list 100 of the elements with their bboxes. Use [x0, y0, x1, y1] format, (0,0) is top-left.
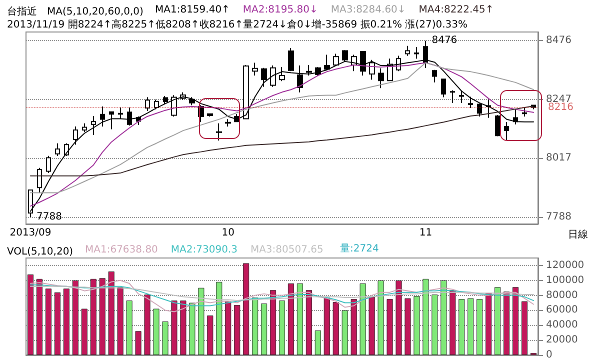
bar	[252, 298, 258, 355]
candlestick	[118, 107, 123, 120]
bar	[288, 283, 294, 355]
candlestick	[55, 142, 60, 156]
bar	[378, 280, 384, 355]
y-tick-label: 100000	[546, 274, 584, 286]
candlestick	[252, 62, 258, 76]
text: MA4:8222.45↑	[418, 4, 494, 16]
line-series	[30, 284, 534, 306]
candlestick	[279, 66, 285, 82]
text: 量:2724	[340, 244, 379, 254]
text: MA1:8159.40↑	[155, 4, 230, 16]
candlestick	[189, 96, 195, 106]
bar	[180, 300, 186, 355]
bar	[450, 290, 456, 355]
candlestick	[163, 96, 168, 104]
bar	[278, 300, 286, 355]
candlestick	[261, 67, 267, 88]
y-tick-label: 0	[546, 350, 552, 360]
candlestick	[432, 69, 437, 83]
bar	[404, 298, 411, 355]
bar	[350, 299, 357, 355]
bar	[458, 299, 465, 355]
y-tick-label: 7788	[546, 211, 572, 222]
candlestick	[459, 90, 464, 104]
candlestick	[405, 45, 410, 56]
candlestick	[145, 96, 150, 112]
candlestick	[486, 99, 491, 118]
legend-title: MA(5,10,20,60,0,0)	[47, 6, 144, 18]
bar	[432, 294, 438, 355]
candlestick	[513, 108, 518, 125]
y-tick-label: 20000	[546, 334, 578, 346]
bar	[90, 278, 96, 355]
candlestick	[441, 78, 446, 98]
annotation: 8476	[432, 35, 458, 46]
y-tick-label: 8017	[546, 152, 572, 164]
bar	[521, 301, 528, 355]
candlestick	[414, 46, 419, 60]
chart-title: VOL(5,10,20)	[7, 246, 74, 258]
annotation: 7788	[36, 211, 62, 222]
bar	[422, 278, 429, 355]
candlestick	[297, 65, 303, 93]
bar	[414, 296, 420, 355]
bar	[342, 310, 348, 355]
bar	[189, 302, 196, 355]
candlestick	[37, 167, 42, 194]
y-tick-label: 80000	[546, 290, 578, 301]
text: MA2:8195.80↓	[242, 4, 318, 16]
bar	[314, 330, 321, 355]
bar	[260, 304, 268, 355]
bar	[81, 308, 88, 355]
bar	[45, 288, 52, 355]
text: MA2:73090.3	[170, 244, 238, 256]
bar	[476, 299, 483, 355]
y-tick-label: 60000	[546, 304, 578, 316]
candlestick	[91, 115, 96, 136]
bar	[153, 308, 160, 355]
bar	[198, 288, 204, 355]
bar	[117, 287, 124, 355]
candlestick	[495, 114, 500, 137]
bar	[494, 287, 501, 355]
bar	[72, 280, 78, 355]
candlestick	[207, 112, 213, 117]
chart-subtitle: 2013/11/19 開8224↑高8225↑低8208↑收8216↑量2724↓倉0↓增-35869 振0.21% 漲(27)0.33%	[7, 18, 468, 30]
bar	[324, 298, 330, 355]
y-tick-label: 120000	[546, 260, 584, 271]
candlestick	[477, 103, 482, 117]
bar	[99, 278, 106, 355]
candlestick	[46, 155, 51, 174]
bar	[332, 302, 339, 355]
bar	[162, 321, 168, 355]
candlestick	[109, 111, 114, 130]
bar	[36, 278, 43, 355]
x-tick-label: 2013/09	[10, 228, 52, 238]
text: MA1:67638.80	[85, 244, 158, 256]
bar	[368, 296, 375, 355]
candlestick	[82, 122, 87, 133]
bar	[296, 283, 304, 355]
bar	[396, 280, 402, 355]
bar	[207, 315, 214, 355]
candlestick	[306, 64, 312, 76]
bar	[468, 298, 474, 355]
candlestick	[270, 65, 276, 88]
bar	[360, 283, 366, 355]
candlestick	[73, 126, 78, 146]
bar	[63, 288, 70, 355]
candlestick	[225, 118, 231, 127]
text: MA3:8284.60↓	[330, 4, 406, 16]
bar	[126, 300, 132, 355]
bar	[512, 287, 519, 355]
bar	[243, 263, 250, 355]
bar	[440, 280, 447, 355]
bar	[54, 292, 60, 355]
bar	[306, 290, 312, 355]
bar	[270, 290, 276, 355]
y-tick-label: 8476	[546, 35, 572, 46]
text: MA3:80507.65	[250, 244, 324, 256]
text: 日線	[568, 230, 588, 240]
line-series	[30, 286, 534, 302]
candlestick	[522, 107, 527, 117]
